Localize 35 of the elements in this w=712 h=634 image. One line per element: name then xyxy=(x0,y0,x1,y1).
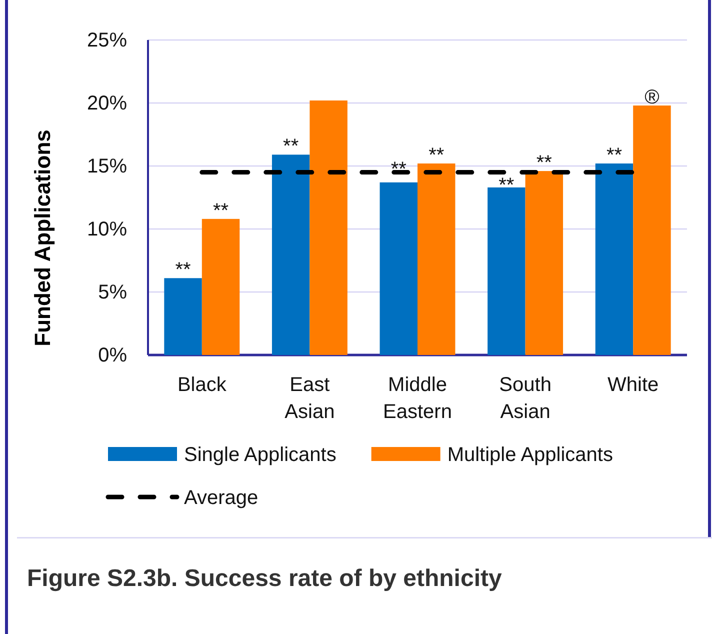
bar xyxy=(525,171,564,355)
annotation: ** xyxy=(536,152,552,174)
annotation: ** xyxy=(283,136,299,158)
bar xyxy=(595,163,634,355)
y-tick-label: 0% xyxy=(98,344,128,366)
y-axis-title: Funded Applications xyxy=(30,130,55,346)
y-tick-label: 10% xyxy=(86,218,128,240)
annotation: ** xyxy=(212,200,229,222)
y-tick-label: 5% xyxy=(98,281,128,304)
legend-label: Average xyxy=(184,487,258,509)
annotation: ** xyxy=(390,158,407,181)
bar xyxy=(380,182,418,355)
bar xyxy=(164,278,202,355)
legend-label: Single Applicants xyxy=(184,444,336,466)
x-tick-label: South Asian xyxy=(499,374,552,423)
bar xyxy=(272,154,310,355)
bar xyxy=(202,218,240,355)
y-tick-label: 25% xyxy=(86,29,128,52)
bar xyxy=(488,187,526,355)
x-tick-label: East Asian xyxy=(284,374,335,423)
legend-label: Multiple Applicants xyxy=(447,444,613,466)
annotation: ** xyxy=(428,144,444,166)
annotation: ** xyxy=(175,259,192,282)
text: Figure S2.3b. Success rate of by ethnicity xyxy=(27,565,502,592)
x-tick-label: Middle Eastern xyxy=(383,374,452,423)
x-tick-label: White xyxy=(608,374,659,396)
bar xyxy=(633,106,671,355)
annotation: ** xyxy=(498,174,514,197)
bar xyxy=(418,163,456,355)
y-tick-label: 20% xyxy=(86,92,128,114)
bar xyxy=(310,100,348,355)
y-tick-label: 15% xyxy=(86,155,128,178)
annotation: ® xyxy=(644,86,660,109)
annotation: ** xyxy=(606,144,622,166)
x-tick-label: Black xyxy=(177,374,228,396)
